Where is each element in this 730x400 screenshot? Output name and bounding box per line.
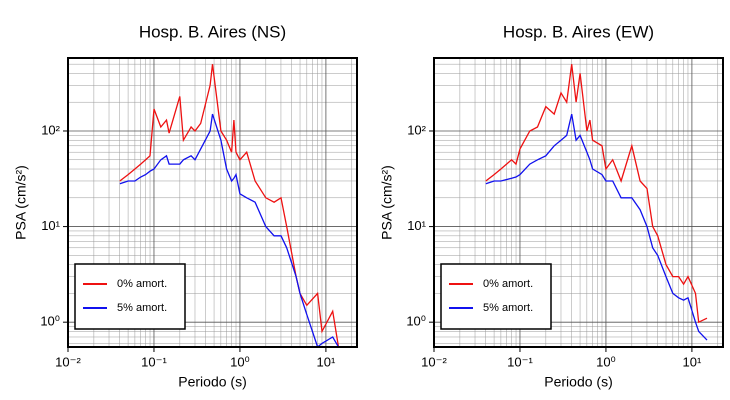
x-axis-label: Periodo (s) xyxy=(178,374,246,390)
chart-title: Hosp. B. Aires (EW) xyxy=(503,22,654,41)
plot-frame xyxy=(433,57,724,348)
y-tick-label: 10⁰ xyxy=(40,314,60,329)
plot-frame xyxy=(67,57,358,348)
data-line xyxy=(119,113,340,347)
y-tick-label: 10² xyxy=(41,122,60,137)
data-line xyxy=(485,64,708,324)
x-tick-label: 10¹ xyxy=(683,354,702,369)
x-axis-label: Periodo (s) xyxy=(544,374,612,390)
subplot: Hosp. B. Aires (EW) 10⁻² 10⁻¹ 10⁰ 10¹ 10⁰ 10¹ 1… xyxy=(379,22,724,390)
legend-label: 5% amort. xyxy=(483,302,533,314)
x-tick-label: 10⁻¹ xyxy=(507,354,533,369)
chart-title: Hosp. B. Aires (NS) xyxy=(139,22,286,41)
legend-label: 0% amort. xyxy=(483,278,533,290)
legend-box xyxy=(440,263,552,330)
x-tick-label: 10⁻² xyxy=(55,354,81,369)
subplot: Hosp. B. Aires (NS) 10⁻² 10⁻¹ 10⁰ 10¹ 10⁰ 10¹ 1… xyxy=(13,22,358,390)
x-tick-label: 10⁰ xyxy=(230,354,250,369)
y-axis-label: PSA (cm/s²) xyxy=(379,165,395,240)
legend-label: 5% amort. xyxy=(117,302,167,314)
x-tick-label: 10⁰ xyxy=(596,354,616,369)
y-tick-label: 10² xyxy=(407,122,426,137)
data-line xyxy=(485,113,708,341)
x-tick-label: 10⁻¹ xyxy=(141,354,167,369)
y-tick-label: 10⁰ xyxy=(406,314,426,329)
legend-box xyxy=(74,263,186,330)
x-tick-label: 10⁻² xyxy=(421,354,447,369)
y-tick-label: 10¹ xyxy=(407,218,426,233)
y-tick-label: 10¹ xyxy=(41,218,60,233)
legend-label: 0% amort. xyxy=(117,278,167,290)
x-tick-label: 10¹ xyxy=(317,354,336,369)
y-axis-label: PSA (cm/s²) xyxy=(13,165,29,240)
